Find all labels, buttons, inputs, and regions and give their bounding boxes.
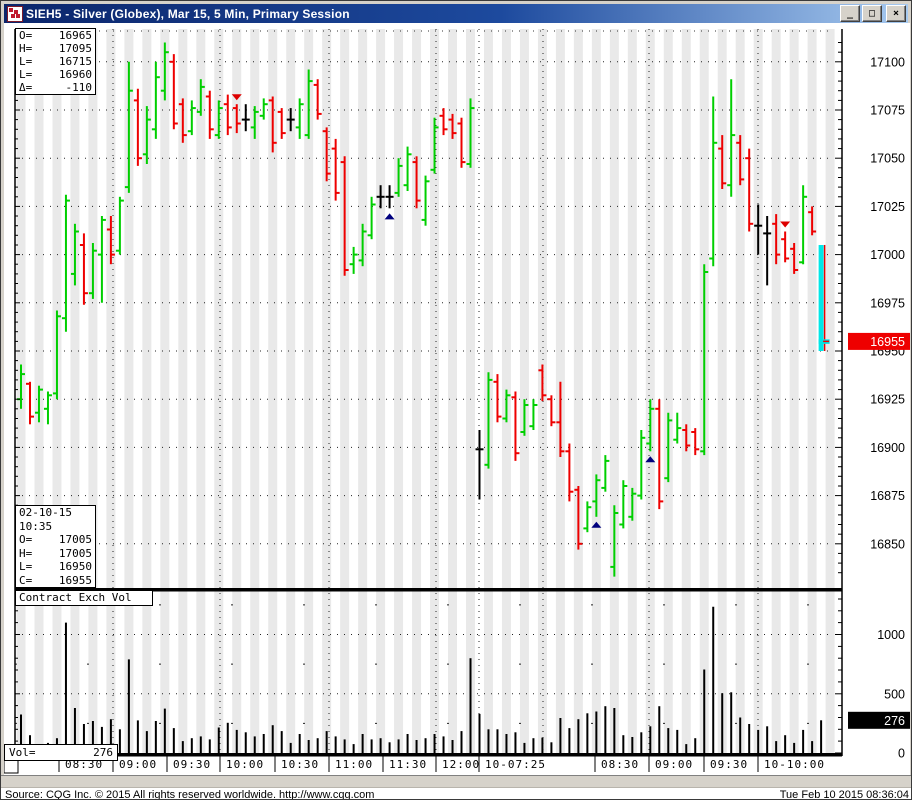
maximize-button[interactable]: □ (862, 5, 882, 22)
close-button[interactable]: × (886, 5, 906, 22)
svg-text:16900: 16900 (870, 441, 905, 455)
svg-text:10-10:00: 10-10:00 (764, 758, 825, 771)
bar-readout-row: C= 16955 (16, 574, 95, 588)
bar-readout-label: 10:35 (19, 519, 53, 533)
quote-value: 16715 (58, 55, 92, 68)
svg-text:1000: 1000 (877, 628, 905, 642)
bar-readout-row: H= 17005 (16, 547, 95, 561)
svg-text:276: 276 (884, 714, 905, 728)
svg-text:17025: 17025 (870, 200, 905, 214)
quote-row: O= 16965 (16, 29, 95, 42)
volume-readout-value: 276 (93, 746, 113, 759)
svg-text:09:30: 09:30 (710, 758, 748, 771)
ohlc-bars (17, 42, 830, 577)
last-price-label (848, 332, 910, 350)
bar-readout-value: 16955 (58, 573, 92, 587)
svg-text:0: 0 (898, 747, 905, 761)
svg-text:16850: 16850 (870, 537, 905, 551)
bar-readout-row: 02-10-15 (16, 506, 95, 520)
svg-text:500: 500 (884, 687, 905, 701)
svg-text:09:00: 09:00 (119, 758, 157, 771)
bar-readout-label: L= (19, 560, 33, 573)
quote-row: Δ= -110 (16, 81, 95, 94)
quote-label: Δ= (19, 81, 33, 94)
price-gridlines (15, 29, 833, 753)
svg-text:08:30: 08:30 (601, 758, 639, 771)
ohlc-chart-canvas[interactable]: 17100 17075 17050 17025 17000 16975 16950 16925… (4, 23, 910, 775)
svg-text:09:30: 09:30 (173, 758, 211, 771)
svg-text:11:30: 11:30 (389, 758, 427, 771)
time-axis-labels: 08:30 09:00 09:30 10:00 10:30 11:00 11:30 12:00… (4, 755, 825, 774)
bar-readout-row: 10:35 (16, 520, 95, 534)
svg-text:10:30: 10:30 (281, 758, 319, 771)
status-source-text: Source: CQG Inc. © 2015 All rights reser… (5, 788, 375, 800)
quote-value: 16965 (58, 29, 92, 42)
quote-value: 16960 (58, 68, 92, 81)
svg-text:17100: 17100 (870, 55, 905, 69)
volume-pane-title: Contract Exch Vol (15, 590, 153, 606)
svg-text:09:00: 09:00 (655, 758, 693, 771)
quote-label: L= (19, 68, 33, 81)
window-bottom-border (1, 775, 911, 787)
plot-frame (14, 29, 843, 757)
quote-label: O= (19, 29, 33, 42)
volume-readout-box: Vol= 276 (4, 744, 118, 761)
background-stripes (16, 29, 835, 753)
quote-label: H= (19, 42, 33, 55)
signal-markers (231, 94, 791, 528)
svg-text:12:00: 12:00 (442, 758, 480, 771)
quote-row: L= 16715 (16, 55, 95, 68)
title-bar[interactable]: SIEH5 - Silver (Globex), Mar 15, 5 Min, … (4, 4, 908, 23)
bar-readout-value: 17005 (58, 533, 92, 546)
svg-text:17000: 17000 (870, 248, 905, 262)
svg-text:10:00: 10:00 (226, 758, 264, 771)
svg-text:16975: 16975 (870, 296, 905, 310)
bar-readout-value: 16950 (58, 560, 92, 573)
svg-text:17075: 17075 (870, 104, 905, 118)
bar-readout-panel: 02-10-15 10:35 O= 17005 H= 17005 L= 16950 C= 1695… (15, 505, 96, 588)
svg-text:08:30: 08:30 (65, 758, 103, 771)
svg-text:16875: 16875 (870, 489, 905, 503)
svg-text:16925: 16925 (870, 393, 905, 407)
status-datetime: Tue Feb 10 2015 08:36:04 (779, 788, 909, 800)
price-axis-labels: 1710017075170501702517000169751695016925… (870, 55, 905, 760)
volume-readout-label: Vol= (9, 746, 36, 759)
quote-value: 17095 (58, 42, 92, 55)
bar-readout-label: O= (19, 533, 33, 546)
volume-bars (20, 606, 823, 753)
bar-readout-value: 17005 (58, 546, 92, 560)
app-icon (7, 5, 23, 22)
bar-readout-row: L= 16950 (16, 560, 95, 574)
svg-text:10-07:25: 10-07:25 (485, 758, 546, 771)
quote-info-panel: O= 16965 H= 17095 L= 16715 L= 16960 Δ= -110 (15, 28, 96, 95)
quote-value: -110 (65, 81, 93, 94)
quote-label: L= (19, 55, 33, 68)
quote-row: L= 16960 (16, 68, 95, 81)
bar-readout-label: C= (19, 573, 33, 587)
bar-readout-label: H= (19, 546, 33, 560)
minimize-button[interactable]: _ (840, 5, 860, 22)
status-bar: Source: CQG Inc. © 2015 All rights reser… (1, 787, 911, 800)
svg-text:11:00: 11:00 (335, 758, 373, 771)
svg-text:17050: 17050 (870, 152, 905, 166)
quote-row: H= 17095 (16, 42, 95, 55)
last-volume-label (848, 711, 910, 729)
bar-readout-label: 02-10-15 (19, 506, 72, 519)
svg-text:16955: 16955 (870, 335, 905, 349)
bar-readout-row: O= 17005 (16, 533, 95, 547)
chart-client-area: 17100 17075 17050 17025 17000 16975 16950 16925… (4, 23, 910, 775)
volume-pane-title-text: Contract Exch Vol (19, 591, 132, 604)
window-title: SIEH5 - Silver (Globex), Mar 15, 5 Min, … (26, 6, 350, 21)
